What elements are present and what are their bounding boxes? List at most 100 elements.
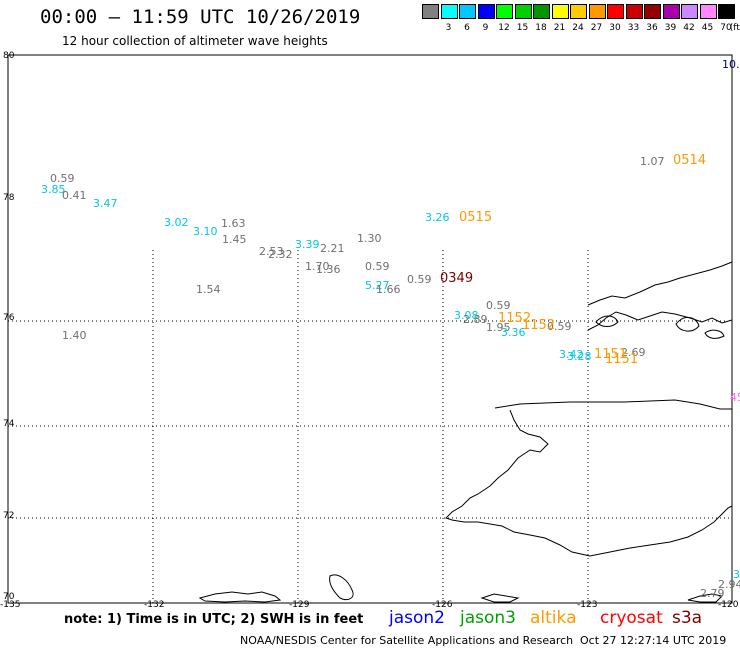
wave-height-value: 1.30 — [357, 232, 382, 245]
scale-swatch — [718, 4, 735, 19]
scale-swatch — [625, 4, 643, 19]
scale-swatch — [588, 4, 606, 19]
scale-label: 70 — [720, 23, 732, 33]
scale-label: 30 — [609, 23, 621, 33]
wave-height-value: 5.27 — [365, 279, 390, 292]
legend-jason3: jason3 — [460, 608, 516, 628]
wave-height-value: 0.59 — [407, 273, 432, 286]
scale-swatch — [607, 4, 624, 19]
lat-label-80: 80 — [3, 51, 15, 61]
wave-height-value: 0.59 — [547, 320, 572, 333]
wave-height-value: 1.63 — [221, 217, 246, 230]
scale-label: 39 — [664, 23, 677, 33]
footer-note: note: 1) Time is in UTC; 2) SWH is in fe… — [64, 612, 364, 627]
scale-swatch — [551, 4, 569, 19]
wave-height-value: 1.70 — [305, 260, 330, 273]
scale-label: 21 — [553, 23, 566, 33]
scale-swatch — [681, 4, 698, 19]
scale-label: 3 — [445, 23, 452, 33]
coastline — [198, 261, 733, 603]
scale-swatch — [514, 4, 532, 19]
wave-height-value: 3.02 — [164, 216, 189, 229]
scale-unit: (ft) — [729, 23, 740, 33]
wave-height-value: 3.39 — [295, 238, 320, 251]
wave-height-value: 0.59 — [50, 172, 75, 185]
wave-height-value: 3.28 — [567, 350, 592, 363]
wave-height-value: 3.42 — [559, 348, 584, 361]
wave-height-value: 2.94 — [718, 578, 740, 591]
grid-lines — [7, 250, 732, 603]
pass-time: 1151 — [594, 347, 628, 362]
map-frame — [7, 54, 733, 604]
pass-time: 1152 — [498, 311, 532, 326]
wave-height-value: 3.85 — [41, 183, 66, 196]
scale-label: 33 — [627, 23, 640, 33]
legend-jason2: jason2 — [389, 608, 445, 628]
wave-height-value: 1.95 — [486, 321, 511, 334]
pass-time: 1152 — [522, 318, 556, 333]
wave-height-value: 45 — [730, 391, 740, 404]
pass-time: 1151 — [605, 352, 639, 367]
pass-time: 0515 — [459, 210, 493, 225]
scale-label: 27 — [590, 23, 603, 33]
scale-swatch — [644, 4, 661, 19]
wave-height-value: 3.10 — [193, 225, 218, 238]
wave-height-value: 3.26 — [425, 211, 450, 224]
scale-swatch — [422, 4, 439, 19]
scale-label: 45 — [701, 23, 714, 33]
scale-label: 36 — [646, 23, 658, 33]
wave-height-value: 2.69 — [621, 346, 646, 359]
scale-swatch — [496, 4, 513, 19]
lat-label-76: 76 — [3, 313, 15, 323]
wave-height-value: 2.21 — [320, 242, 345, 255]
scale-label: 24 — [572, 23, 584, 33]
lon-label-126: -126 — [432, 600, 453, 610]
lat-label-74: 74 — [3, 419, 15, 429]
pass-time: 0349 — [440, 271, 474, 286]
wave-height-value: 1.66 — [376, 283, 401, 296]
wave-height-value: 1.54 — [196, 283, 221, 296]
scale-swatch — [533, 4, 550, 19]
wave-height-value: 1.40 — [62, 329, 87, 342]
legend-s3a: s3a — [672, 608, 703, 628]
scale-label: 18 — [535, 23, 547, 33]
map-title: 00:00 – 11:59 UTC 10/26/2019 — [40, 6, 361, 28]
lon-label-135: -135 — [0, 600, 21, 610]
wave-height-value: 2.32 — [268, 248, 293, 261]
lon-label-129: -129 — [289, 600, 310, 610]
pass-time: 0514 — [673, 153, 707, 168]
scale-label: 9 — [482, 23, 489, 33]
lat-label-78: 78 — [3, 193, 15, 203]
wave-height-value: 1.07 — [640, 155, 665, 168]
legend-cryosat: cryosat — [600, 608, 663, 628]
generated-timestamp: Oct 27 12:27:14 UTC 2019 — [580, 634, 727, 647]
scale-swatch — [662, 4, 680, 19]
credit-line: NOAA/NESDIS Center for Satellite Applica… — [240, 634, 574, 647]
lon-label-123: -123 — [577, 600, 598, 610]
lon-label-132: -132 — [144, 600, 165, 610]
scale-swatch — [570, 4, 587, 19]
wave-height-value: 10.9 — [722, 58, 740, 71]
lat-label-70: 70 — [3, 592, 15, 602]
wave-height-value: 3 — [733, 568, 740, 581]
scale-label: 15 — [516, 23, 529, 33]
wave-height-value: 0.59 — [365, 260, 390, 273]
wave-height-value: 3.47 — [93, 197, 118, 210]
map-subtitle: 12 hour collection of altimeter wave hei… — [62, 34, 328, 48]
scale-label: 6 — [464, 23, 470, 33]
wave-height-value: 3.36 — [501, 326, 526, 339]
lat-label-72: 72 — [3, 511, 15, 521]
scale-swatch — [699, 4, 717, 19]
scale-label: 42 — [683, 23, 695, 33]
wave-height-value: 3.08 — [454, 309, 479, 322]
scale-label: 12 — [498, 23, 510, 33]
wave-height-value: 0.59 — [486, 299, 511, 312]
wave-height-value: 1.36 — [316, 263, 341, 276]
legend-altika: altika — [530, 608, 577, 628]
scale-swatch — [477, 4, 495, 19]
scale-swatch — [459, 4, 476, 19]
wave-height-value: 1.45 — [222, 233, 247, 246]
wave-height-value: 2.89 — [463, 313, 488, 326]
lon-label-120: -120 — [718, 600, 739, 610]
